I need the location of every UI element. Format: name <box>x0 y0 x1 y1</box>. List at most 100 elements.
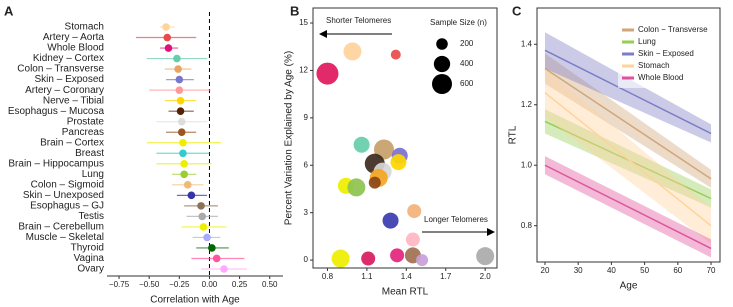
category-label: Prostate <box>67 116 105 127</box>
category-label: Ovary <box>77 264 104 275</box>
point <box>197 202 205 210</box>
point <box>173 54 181 63</box>
point <box>180 159 188 168</box>
x-tick-label: 20 <box>541 266 550 275</box>
point <box>199 223 208 231</box>
confidence-band <box>544 53 712 188</box>
bubble <box>353 136 370 153</box>
category-label: Testis <box>78 211 104 222</box>
line <box>544 164 712 250</box>
x-axis-title: Mean RTL <box>382 287 429 298</box>
size-legend-title: Sample Size (n) <box>430 18 487 27</box>
x-tick-label: 1.7 <box>440 272 452 281</box>
bubble <box>390 154 407 171</box>
category-label: Kidney – Cortex <box>33 53 104 64</box>
category-label: Brain – Hippocampus <box>8 158 104 169</box>
y-tick-label: 1.4 <box>521 39 533 48</box>
category-label: Artery – Aorta <box>43 32 105 43</box>
point <box>179 149 187 158</box>
bubble <box>407 204 422 219</box>
category-label: Nerve – Tibial <box>43 95 104 106</box>
category-label: Muscle – Skeletal <box>26 232 104 243</box>
size-legend-circle <box>436 38 448 50</box>
category-label: Thyroid <box>71 243 104 254</box>
point <box>175 86 184 94</box>
x-tick-label: 0.25 <box>232 280 248 289</box>
x-tick-label: 2.0 <box>480 272 492 281</box>
bubble <box>316 62 339 85</box>
x-tick-label: 1.1 <box>361 272 373 281</box>
legend-label: Stomach <box>638 61 670 70</box>
panel-letter: B <box>290 3 299 18</box>
legend-label: Skin − Exposed <box>638 49 694 58</box>
y-tick-label: 12 <box>299 66 308 75</box>
category-label: Stomach <box>65 22 104 33</box>
y-axis-title: Percent Variation Explained by Age (%) <box>284 51 295 225</box>
category-label: Skin – Exposed <box>35 74 105 85</box>
bubble <box>405 232 420 247</box>
y-tick-label: 1.2 <box>521 100 533 109</box>
x-tick-label: 0.8 <box>322 272 334 281</box>
panel-letter: A <box>4 3 14 18</box>
bubble <box>343 42 362 61</box>
legend-label: Whole Blood <box>638 73 683 82</box>
y-tick-label: 15 <box>299 18 308 27</box>
point <box>212 254 221 263</box>
category-label: Esophagus – GJ <box>30 201 104 212</box>
x-tick-label: 70 <box>707 266 716 275</box>
line <box>544 49 712 135</box>
category-label: Brain – Cerebellum <box>18 222 104 233</box>
category-label: Breast <box>75 148 104 159</box>
bubble <box>368 176 381 189</box>
point <box>177 128 186 137</box>
y-tick-label: 0.8 <box>521 221 533 230</box>
x-axis-title: Age <box>620 281 638 292</box>
point <box>162 23 170 31</box>
x-tick-label: −0.75 <box>109 280 130 289</box>
point <box>179 138 187 147</box>
panel-letter: C <box>512 3 522 18</box>
bubble <box>416 254 429 267</box>
bubble <box>390 49 401 60</box>
point <box>174 65 182 73</box>
x-tick-label: 30 <box>574 266 583 275</box>
point <box>164 44 173 52</box>
point <box>187 191 196 200</box>
line <box>544 92 712 227</box>
size-legend-circle <box>432 74 452 94</box>
x-tick-label: 0.00 <box>202 280 218 289</box>
x-axis-title: Correlation with Age <box>150 295 240 306</box>
bubble <box>476 247 495 266</box>
annotation: Longer Telomeres <box>424 215 488 224</box>
category-label: Esophagus – Mucosa <box>8 106 105 117</box>
size-legend-label: 600 <box>460 79 474 88</box>
category-label: Whole Blood <box>47 43 104 54</box>
bubble <box>390 248 405 263</box>
bubble <box>361 251 376 266</box>
category-label: Vagina <box>74 253 105 264</box>
point <box>183 181 192 189</box>
point <box>208 244 216 252</box>
legend-box <box>618 22 716 88</box>
point <box>203 233 211 242</box>
category-label: Skin – Unexposed <box>23 190 104 201</box>
annotation: Shorter Telomeres <box>326 16 391 25</box>
legend-label: Lung <box>638 37 656 46</box>
bubble <box>331 249 350 268</box>
confidence-band <box>544 68 712 244</box>
size-legend-circle <box>433 55 451 73</box>
category-label: Artery – Coronary <box>25 85 104 96</box>
point <box>163 33 172 42</box>
x-tick-label: −0.50 <box>139 280 160 289</box>
y-axis-title: RTL <box>508 125 519 144</box>
x-tick-label: 1.4 <box>401 272 413 281</box>
point <box>177 117 186 126</box>
size-legend-label: 400 <box>460 59 474 68</box>
y-tick-label: 1.0 <box>521 160 533 169</box>
point <box>175 75 184 84</box>
category-label: Pancreas <box>62 127 104 138</box>
size-legend-label: 200 <box>460 39 474 48</box>
point <box>176 96 185 105</box>
y-tick-label: 3 <box>304 208 309 217</box>
category-label: Colon – Sigmoid <box>31 179 104 190</box>
